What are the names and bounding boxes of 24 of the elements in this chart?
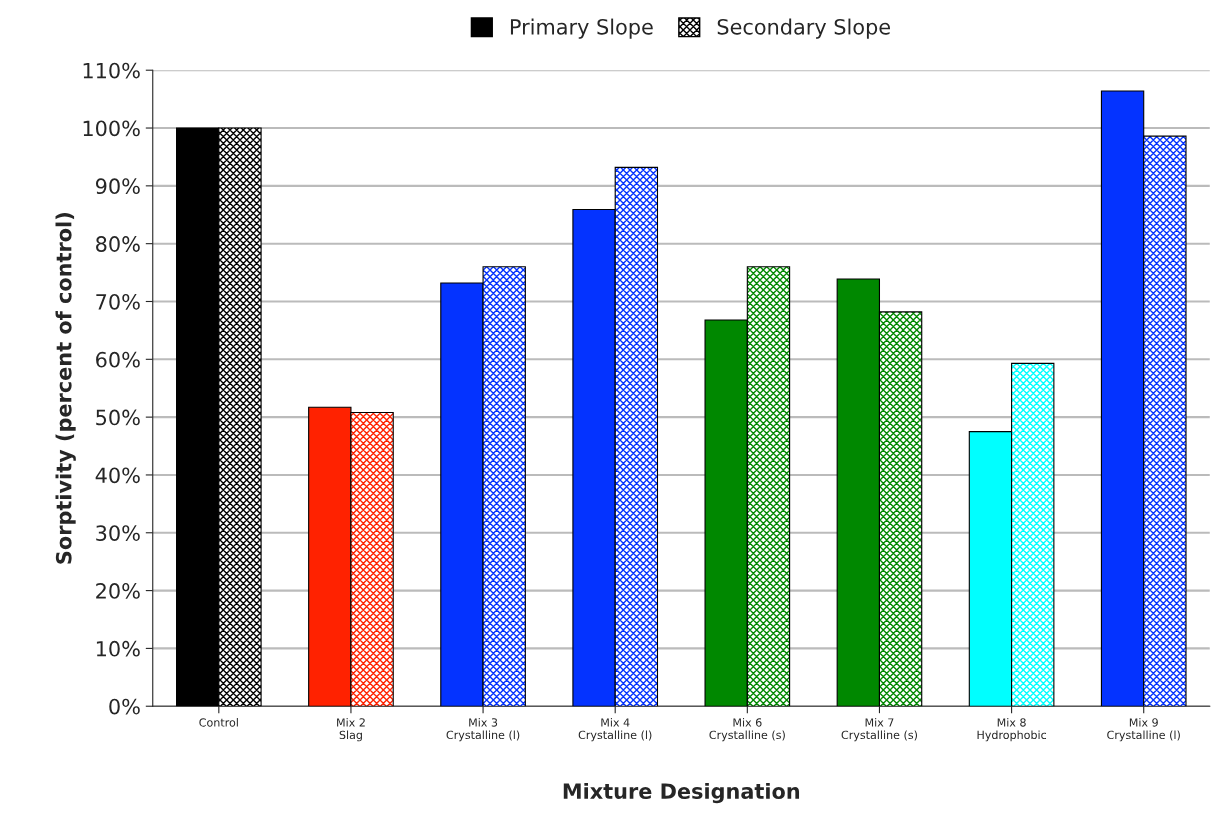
- x-tick-label: Mix 6 Crystalline (s): [709, 718, 785, 742]
- x-tick-label: Mix 9 Crystalline (l): [1107, 718, 1180, 742]
- y-tick-label: 20%: [96, 583, 140, 599]
- x-tick-label: Control: [199, 718, 238, 727]
- y-tick-label: 30%: [96, 525, 140, 541]
- y-tick-label: 100%: [83, 120, 140, 137]
- y-tick-label: 10%: [96, 640, 140, 657]
- y-tick-label: 50%: [96, 409, 140, 426]
- x-axis-title: Mixture Designation: [563, 782, 800, 804]
- legend-label: Primary Slope: [510, 18, 653, 39]
- x-tick-label: Mix 3 Crystalline (l): [446, 718, 520, 742]
- y-tick-label: 110%: [83, 62, 140, 79]
- y-tick-label: 70%: [96, 293, 140, 310]
- y-axis-title: Sorptivity (percent of control): [55, 213, 76, 564]
- x-tick-label: Mix 7 Crystalline (s): [841, 718, 917, 742]
- x-tick-label: Mix 2 Slag: [337, 718, 365, 742]
- y-tick-label: 40%: [95, 467, 140, 484]
- y-tick-label: 0%: [109, 698, 140, 715]
- y-tick-label: 60%: [96, 351, 140, 368]
- x-tick-label: Mix 8 Hydrophobic: [977, 718, 1047, 742]
- y-tick-label: 80%: [96, 236, 140, 252]
- x-tick-label: Mix 4 Crystalline (l): [578, 718, 652, 742]
- legend-label: Secondary Slope: [717, 18, 890, 39]
- y-tick-label: 90%: [95, 178, 140, 195]
